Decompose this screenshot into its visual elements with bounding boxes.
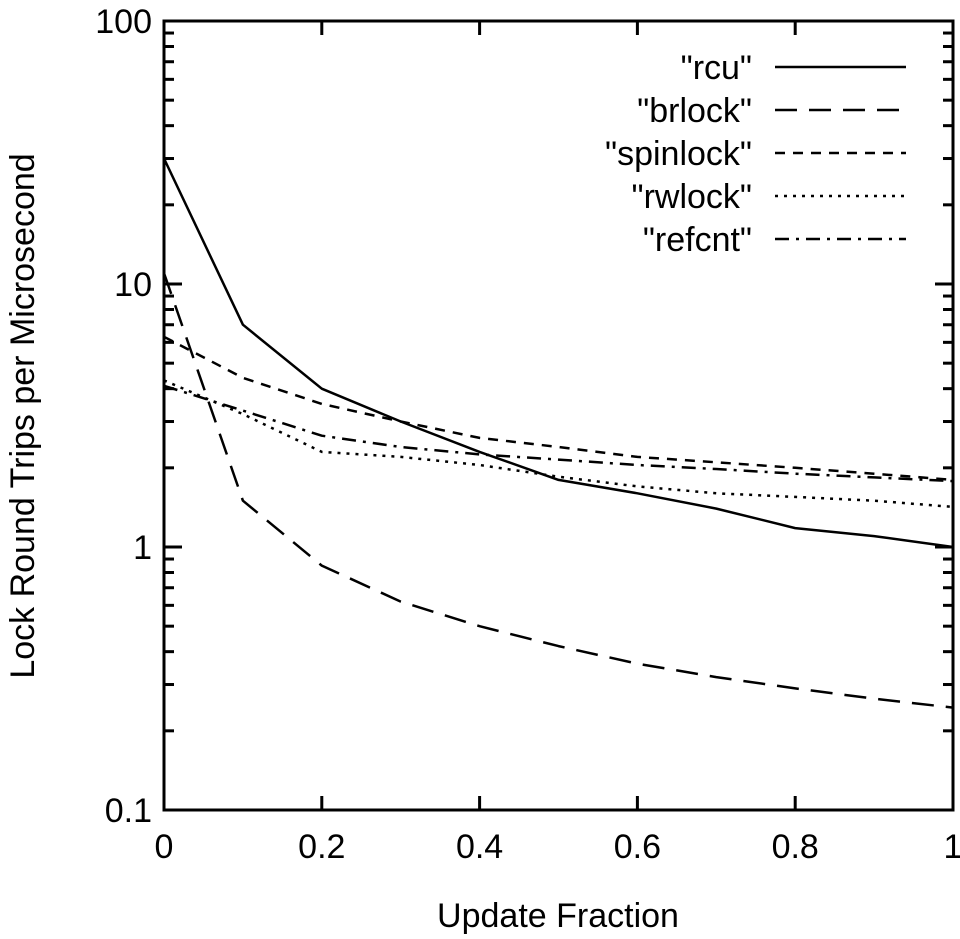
series-line-rcu	[162, 157, 954, 549]
x-tick-label: 0	[155, 828, 174, 866]
legend-label: "brlock"	[637, 92, 752, 130]
series-line-brlock	[162, 272, 954, 709]
x-tick-label: 1	[944, 828, 960, 866]
x-tick-label: 0.6	[614, 828, 661, 866]
x-tick-label: 0.2	[298, 828, 345, 866]
y-tick-label: 100	[95, 3, 152, 41]
legend-label: "rwlock"	[632, 178, 752, 216]
y-tick-label: 0.1	[105, 792, 152, 830]
plot-frame	[162, 19, 955, 812]
axis-ticks	[162, 19, 955, 812]
y-tick-label: 10	[114, 266, 152, 304]
y-tick-label: 1	[133, 529, 152, 567]
legend-label: "rcu"	[681, 49, 752, 87]
series-line-rwlock	[163, 379, 954, 509]
x-tick-label: 0.4	[456, 828, 503, 866]
legend: "rcu" "brlock" "spinlock" "rwlock" "refcnt"	[605, 49, 906, 259]
y-axis-title: Lock Round Trips per Microsecond	[4, 153, 42, 678]
series-lines	[162, 157, 954, 709]
axis-tick-labels: 0 0.2 0.4 0.6 0.8 1 0.1 1 10 100	[95, 3, 960, 866]
series-line-refcnt	[163, 384, 954, 483]
legend-label: "refcnt"	[643, 221, 752, 259]
x-tick-label: 0.8	[772, 828, 819, 866]
legend-label: "spinlock"	[605, 135, 752, 173]
x-axis-title: Update Fraction	[437, 897, 679, 935]
series-line-spinlock	[163, 335, 954, 482]
